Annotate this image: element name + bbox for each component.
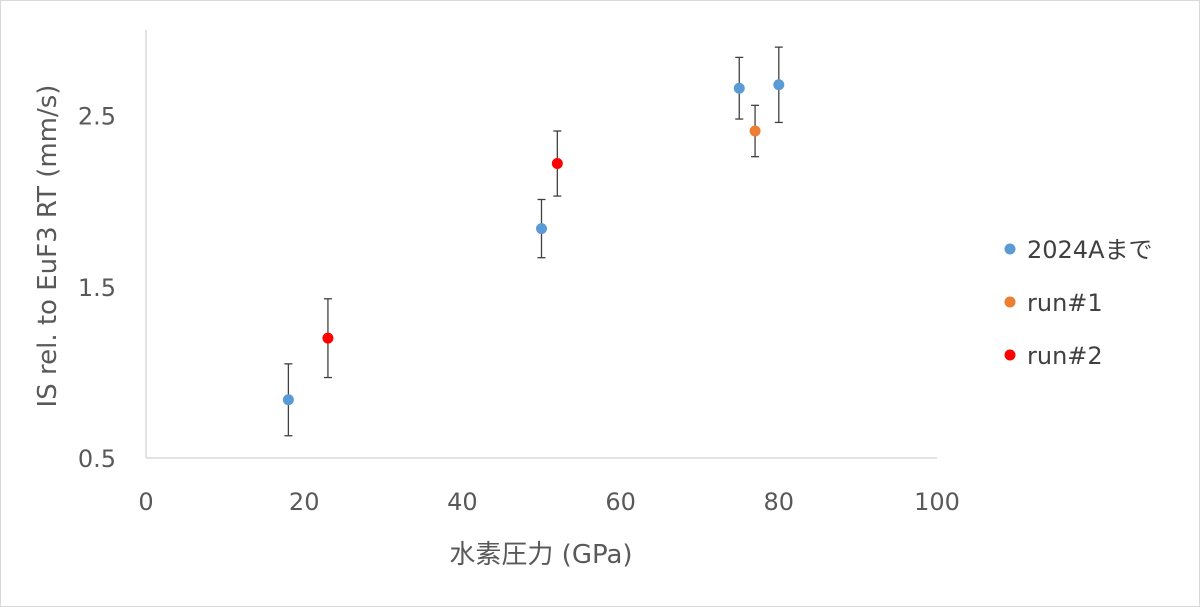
data-points bbox=[282, 79, 785, 406]
axes: 0 20 40 60 80 100 0.5 1.5 2.5 bbox=[78, 30, 960, 516]
legend-label: 2024Aまで bbox=[1027, 236, 1153, 264]
x-tick-label: 0 bbox=[138, 488, 153, 516]
error-bars bbox=[284, 46, 783, 437]
legend-marker bbox=[1004, 243, 1016, 255]
data-point bbox=[282, 394, 294, 406]
x-tick-label: 100 bbox=[914, 488, 960, 516]
legend-label: run#2 bbox=[1027, 342, 1103, 370]
x-tick-label: 80 bbox=[764, 488, 795, 516]
data-point bbox=[536, 223, 547, 235]
x-tick-label: 20 bbox=[289, 488, 320, 516]
legend-marker bbox=[1004, 296, 1016, 308]
x-axis-title: 水素圧力 (GPa) bbox=[449, 540, 632, 570]
legend-marker bbox=[1004, 349, 1016, 361]
data-point bbox=[773, 79, 785, 91]
data-point bbox=[551, 158, 563, 170]
legend: 2024Aまで run#1 run#2 bbox=[1004, 236, 1153, 370]
x-tick-label: 60 bbox=[605, 488, 636, 516]
data-point bbox=[733, 82, 745, 94]
y-axis-title: IS rel. to EuF3 RT (mm/s) bbox=[33, 85, 63, 408]
legend-label: run#1 bbox=[1027, 289, 1103, 317]
y-tick-label: 1.5 bbox=[78, 274, 116, 302]
data-point bbox=[749, 125, 761, 137]
y-tick-label: 2.5 bbox=[78, 103, 116, 131]
y-tick-label: 0.5 bbox=[78, 445, 116, 473]
x-tick-label: 40 bbox=[447, 488, 478, 516]
data-point bbox=[322, 332, 334, 344]
